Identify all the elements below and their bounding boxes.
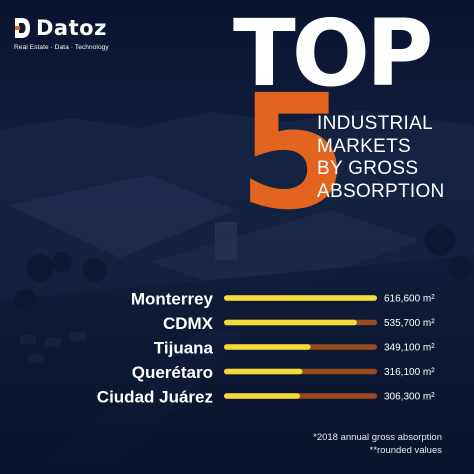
bar [224,368,303,375]
bar [224,344,311,350]
headline-number: 5 [238,61,348,245]
value-label: 316,100 m² [384,367,435,378]
brand-logo[interactable]: Datoz Real Estate · Data · Technology [14,17,109,51]
brand-tagline: Real Estate · Data · Technology [14,44,109,51]
headline-line: INDUSTRIAL [317,113,433,134]
absorption-bar-chart: Monterrey 616,600 m² CDMX 535,700 m² Tijuana… [0,282,474,422]
headline-line: MARKETS [317,135,411,157]
bar [224,295,377,301]
bar [224,393,301,399]
value-label: 616,600 m² [384,294,435,305]
headline-line: BY GROSS [317,158,419,179]
brand-name: Datoz [36,16,107,40]
value-label: 535,700 m² [384,318,435,329]
category-label: CDMX [163,314,214,333]
value-label: 349,100 m² [384,343,435,354]
datoz-d-icon [15,18,30,38]
category-label: Tijuana [154,339,214,358]
value-label: 306,300 m² [384,392,435,403]
headline-top: TOP [233,0,433,107]
category-label: Monterrey [131,290,214,309]
headline-text: INDUSTRIAL MARKETS BY GROSS ABSORPTION [317,113,467,203]
category-label: Ciudad Juárez [97,388,213,407]
footnote-rounding: **rounded values [369,445,442,456]
footnotes: *2018 annual gross absorption **rounded … [313,431,442,457]
headline-line: ABSORPTION [317,180,445,202]
bar [224,319,357,326]
category-label: Querétaro [132,363,213,382]
absorption-bar-chart-svg: Monterrey 616,600 m² CDMX 535,700 m² Tijuana… [97,290,435,407]
footnote-source: *2018 annual gross absorption [313,432,442,443]
brand-logo-row: Datoz [14,17,109,39]
